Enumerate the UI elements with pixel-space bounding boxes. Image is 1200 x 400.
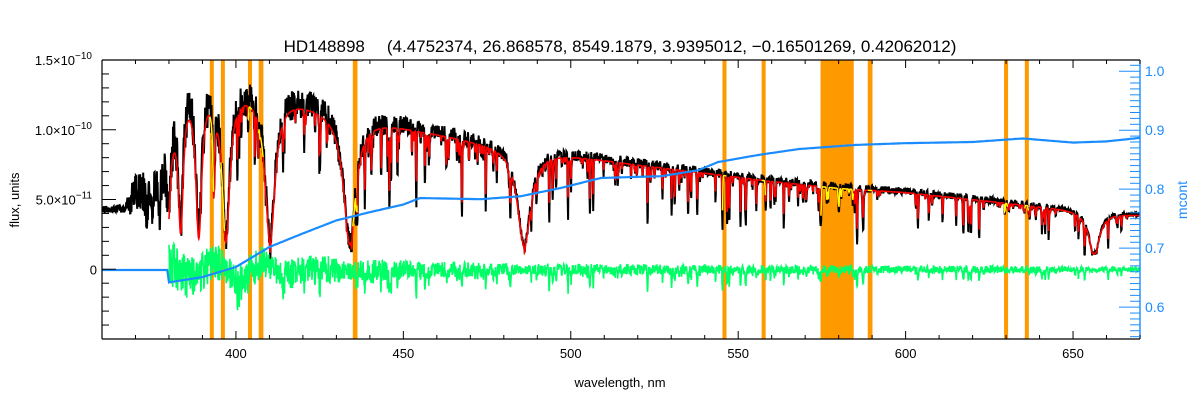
y-right-tick-label: 0.8: [1145, 181, 1165, 197]
y-right-tick-label: 1.0: [1145, 63, 1165, 79]
y-left-tick-exponent: −10: [75, 121, 92, 132]
x-tick-label: 450: [393, 346, 415, 361]
model-masked-segment: [761, 179, 766, 196]
y-right-tick-label: 0.9: [1145, 122, 1165, 138]
masked-region: [722, 60, 727, 339]
y-right-tick-label: 0.6: [1145, 299, 1165, 315]
masked-region: [1004, 60, 1009, 339]
model-masked-segment: [1024, 204, 1030, 211]
masked-region: [761, 60, 766, 339]
y-left-tick-label: 1.0×10−10: [35, 121, 93, 138]
y-left-tick-label: 5.0×10−11: [36, 191, 93, 208]
model-masked-segment: [820, 186, 855, 216]
x-tick-label: 650: [1062, 346, 1084, 361]
y-left-tick-labels: 0 5.0×10−11 1.0×10−10 1.5×10−10: [35, 51, 97, 277]
y-left-tick-label: 1.5×10−10: [35, 51, 93, 68]
model-masked-segment: [247, 106, 253, 122]
x-tick-label: 500: [560, 346, 582, 361]
y-left-tick-mantissa: 1.5×10: [35, 53, 75, 68]
y-left-tick-exponent: −10: [75, 51, 92, 62]
y-right-tick-label: 0.7: [1145, 240, 1165, 256]
masked-region: [209, 60, 214, 339]
chart-title: HD148898 (4.4752374, 26.868578, 8549.1879…: [284, 37, 957, 56]
masked-region: [247, 60, 253, 339]
x-tick-label: 400: [225, 346, 247, 361]
y-left-tick-exponent: −11: [76, 191, 93, 202]
masked-region: [258, 60, 264, 339]
mcont-line: [102, 136, 1140, 284]
model-masked-segment: [352, 197, 358, 227]
model-masked-segment: [1003, 202, 1009, 215]
model-masked-segment: [220, 162, 226, 232]
masked-regions: [209, 60, 1029, 339]
title-object: HD148898: [284, 37, 365, 56]
masked-region: [1024, 60, 1029, 339]
axes: 400 450 500 550 600 650 0.6 0.7 0.8 0.9 1.0: [101, 59, 1165, 361]
title-params: (4.4752374, 26.868578, 8549.1879, 3.9395…: [387, 37, 957, 56]
x-tick-label: 600: [895, 346, 917, 361]
model-masked-segment: [258, 129, 264, 158]
y-left-tick-mantissa: 5.0×10: [36, 193, 76, 208]
model-masked-segment: [209, 116, 215, 192]
residual-line: [168, 241, 1140, 311]
observed-flux-line: [102, 84, 1140, 260]
model-masked-segment: [721, 174, 727, 211]
y-axis-left-label: flux, units: [7, 172, 22, 227]
masked-region: [867, 60, 873, 339]
series-group: [102, 84, 1140, 311]
x-tick-label: 550: [727, 346, 749, 361]
y-axis-right-label: mcont: [1174, 181, 1190, 219]
y-left-tick-mantissa: 1.0×10: [35, 123, 75, 138]
x-axis-label: wavelength, nm: [573, 375, 665, 390]
y-left-tick-mantissa: 0: [90, 262, 97, 277]
y-left-tick-label: 0: [90, 262, 97, 277]
